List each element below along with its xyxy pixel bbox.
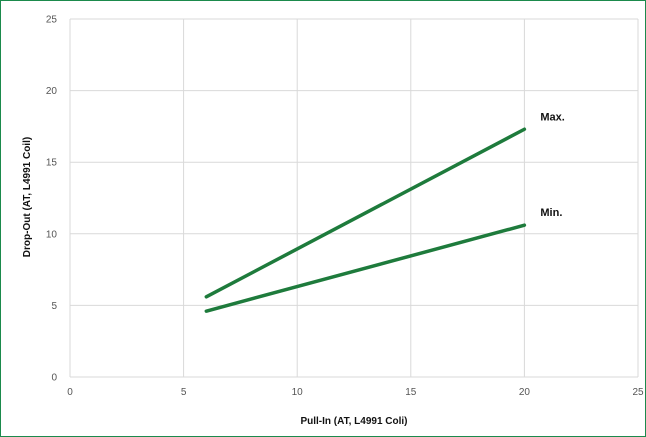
y-tick-label: 20 xyxy=(46,86,58,97)
x-tick-label: 10 xyxy=(292,387,304,398)
y-tick-label: 10 xyxy=(46,229,58,240)
x-tick-label: 0 xyxy=(67,387,73,398)
x-ticks: 0 5 10 15 20 25 xyxy=(67,387,644,398)
y-ticks: 0 5 10 15 20 25 xyxy=(46,15,58,384)
series-label-max: Max. xyxy=(540,111,564,123)
x-axis-title: Pull-In (AT, L4991 Coli) xyxy=(300,416,407,427)
series-labels: Max. Min. xyxy=(540,111,564,219)
y-tick-label: 25 xyxy=(46,15,58,26)
y-tick-label: 0 xyxy=(51,373,57,384)
x-tick-label: 20 xyxy=(519,387,531,398)
y-tick-label: 5 xyxy=(51,301,57,312)
y-tick-label: 15 xyxy=(46,158,58,169)
series-line-max xyxy=(204,127,527,299)
x-tick-label: 25 xyxy=(632,387,644,398)
grid xyxy=(69,18,639,378)
y-axis-title: Drop-Out (AT, L4991 Coil) xyxy=(22,137,33,257)
series-lines xyxy=(204,127,527,313)
x-tick-label: 5 xyxy=(181,387,187,398)
series-line-min xyxy=(204,223,527,313)
x-tick-label: 15 xyxy=(405,387,417,398)
series-label-min: Min. xyxy=(540,207,562,219)
